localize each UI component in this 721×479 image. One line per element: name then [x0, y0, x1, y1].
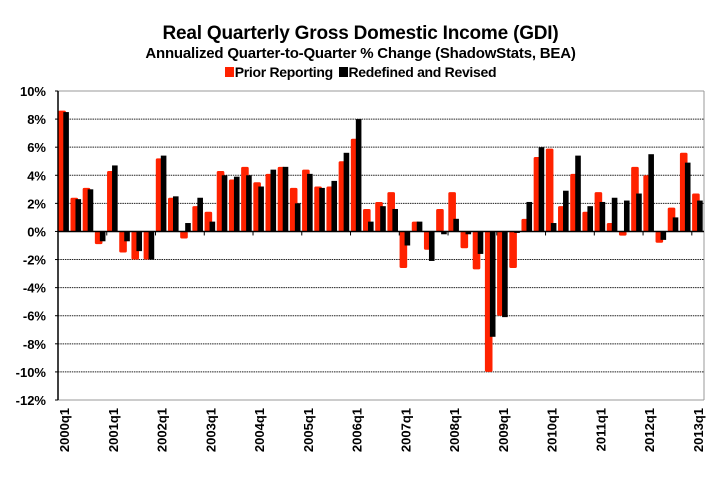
y-tick-label: -8%	[23, 337, 47, 352]
bar-redefined-and-revised	[489, 231, 496, 337]
bar-redefined-and-revised	[416, 221, 423, 232]
bars	[58, 110, 703, 372]
bar-redefined-and-revised	[648, 154, 654, 232]
bar-redefined-and-revised	[550, 223, 557, 232]
bar-prior-reporting	[180, 231, 188, 239]
bar-redefined-and-revised	[380, 206, 386, 232]
bar-redefined-and-revised	[502, 231, 508, 318]
legend: Prior Reporting Redefined and Revised	[0, 64, 721, 80]
bar-redefined-and-revised	[465, 231, 472, 235]
bar-prior-reporting	[509, 231, 517, 268]
bar-redefined-and-revised	[197, 197, 203, 232]
y-axis-ticks: 10% 8% 6% 4% 2% 0% -2% -4% -6% -8% -10% -12%	[16, 84, 47, 408]
x-tick-label: 2009q1	[496, 408, 511, 452]
bar-redefined-and-revised	[672, 217, 679, 232]
bar-redefined-and-revised	[99, 231, 106, 242]
bar-prior-reporting	[618, 231, 627, 236]
x-tick-label: 2010q1	[545, 408, 560, 452]
y-tick-label: 6%	[27, 140, 46, 155]
bar-redefined-and-revised	[611, 197, 618, 232]
y-tick-label: 0%	[27, 224, 46, 239]
bar-redefined-and-revised	[453, 218, 459, 232]
x-tick-label: 2006q1	[350, 408, 365, 452]
x-tick-label: 2004q1	[252, 408, 267, 452]
y-tick-label: -2%	[23, 253, 47, 268]
bar-redefined-and-revised	[684, 162, 691, 232]
bar-redefined-and-revised	[124, 231, 130, 242]
y-tick-label: 2%	[27, 196, 46, 211]
bar-prior-reporting	[545, 148, 554, 232]
bar-redefined-and-revised	[160, 155, 167, 232]
bar-redefined-and-revised	[623, 200, 630, 232]
bar-redefined-and-revised	[428, 231, 435, 261]
y-tick-label: -4%	[23, 281, 47, 296]
bar-redefined-and-revised	[355, 119, 362, 232]
y-tick-label: 10%	[20, 84, 46, 99]
bar-redefined-and-revised	[477, 231, 484, 254]
bar-redefined-and-revised	[258, 186, 264, 232]
x-tick-label: 2002q1	[155, 408, 170, 452]
bar-redefined-and-revised	[587, 206, 594, 232]
bar-redefined-and-revised	[185, 223, 191, 232]
bar-redefined-and-revised	[636, 193, 642, 232]
x-tick-label: 2008q1	[447, 408, 462, 452]
bar-redefined-and-revised	[441, 231, 447, 235]
x-tick-label: 2001q1	[106, 408, 121, 452]
legend-label-prior-reporting: Prior Reporting	[234, 64, 333, 80]
x-tick-label: 2013q1	[691, 408, 706, 452]
legend-item-redefined-and-revised: Redefined and Revised	[338, 64, 497, 80]
chart-title: Real Quarterly Gross Domestic Income (GD…	[162, 23, 559, 44]
x-tick-label: 2000q1	[57, 408, 72, 452]
bar-redefined-and-revised	[563, 190, 569, 232]
bar-redefined-and-revised	[319, 187, 325, 232]
bar-redefined-and-revised	[148, 231, 155, 260]
bar-redefined-and-revised	[599, 201, 606, 232]
legend-item-prior-reporting: Prior Reporting	[224, 64, 333, 80]
bar-prior-reporting	[436, 208, 444, 232]
bar-redefined-and-revised	[172, 196, 179, 232]
bar-redefined-and-revised	[660, 231, 667, 240]
bar-redefined-and-revised	[233, 176, 240, 232]
bar-redefined-and-revised	[270, 169, 277, 232]
axes	[55, 90, 705, 401]
bar-redefined-and-revised	[392, 208, 398, 232]
y-tick-label: 4%	[27, 168, 46, 183]
x-axis-ticks: 2000q1 2001q1 2002q1 2003q1 2004q1 2005q1 2006…	[57, 408, 706, 452]
bar-prior-reporting	[460, 231, 469, 249]
bar-redefined-and-revised	[294, 203, 301, 232]
bar-redefined-and-revised	[575, 155, 581, 232]
bar-redefined-and-revised	[404, 231, 411, 246]
y-tick-label: -6%	[23, 309, 47, 324]
bar-redefined-and-revised	[331, 180, 338, 232]
bar-redefined-and-revised	[343, 152, 350, 232]
bar-redefined-and-revised	[697, 200, 703, 232]
bar-redefined-and-revised	[75, 199, 82, 232]
bar-redefined-and-revised	[526, 201, 533, 232]
bar-redefined-and-revised	[368, 221, 374, 232]
chart-subtitle: Annualized Quarter-to-Quarter % Change (…	[145, 45, 576, 62]
bar-redefined-and-revised	[246, 175, 252, 232]
bar-redefined-and-revised	[209, 221, 216, 232]
y-tick-label: -10%	[16, 365, 47, 380]
bar-redefined-and-revised	[136, 231, 143, 252]
bar-redefined-and-revised	[538, 147, 545, 232]
x-tick-label: 2012q1	[642, 408, 657, 452]
x-tick-label: 2007q1	[398, 408, 413, 452]
legend-swatch-prior-reporting	[224, 67, 234, 77]
y-tick-label: 8%	[27, 112, 46, 127]
bar-redefined-and-revised	[112, 165, 118, 232]
bar-redefined-and-revised	[87, 189, 94, 232]
x-tick-label: 2003q1	[203, 408, 218, 452]
x-tick-label: 2011q1	[593, 408, 608, 451]
bar-redefined-and-revised	[307, 173, 313, 232]
legend-swatch-redefined-and-revised	[338, 67, 348, 77]
bar-redefined-and-revised	[282, 166, 289, 232]
x-tick-label: 2005q1	[301, 408, 316, 452]
bar-redefined-and-revised	[63, 112, 69, 232]
legend-label-redefined-and-revised: Redefined and Revised	[348, 64, 497, 80]
y-tick-label: -12%	[16, 393, 47, 408]
bar-redefined-and-revised	[221, 175, 228, 232]
